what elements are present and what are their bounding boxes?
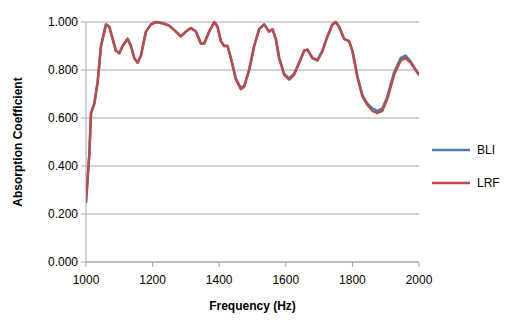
grid-line [86,166,419,167]
y-axis-title: Absorption Coefficient [11,77,25,206]
x-tick-label: 2000 [406,273,433,287]
x-tick-label: 1200 [139,273,166,287]
y-tick [81,22,86,23]
legend-swatch [432,182,470,185]
x-tick-label: 1800 [339,273,366,287]
y-tick-label: 1.000 [48,15,78,29]
x-tick [419,262,420,267]
x-tick [285,262,286,267]
y-tick [81,118,86,119]
y-tick-label: 0.000 [48,255,78,269]
x-axis-title: Frequency (Hz) [209,299,296,313]
chart: 0.000 0.200 0.400 0.600 0.800 1.000 1000 1200 14… [0,0,528,325]
grid-line [86,70,419,71]
y-axis [86,22,87,262]
line-series [86,22,419,202]
legend-label: LRF [477,176,500,190]
y-tick-label: 0.800 [48,63,78,77]
y-tick [81,214,86,215]
legend-swatch [432,149,470,152]
y-tick [81,262,86,263]
x-tick [86,262,87,267]
y-tick [81,166,86,167]
x-tick-label: 1400 [206,273,233,287]
y-tick [81,70,86,71]
x-tick-label: 1600 [272,273,299,287]
x-tick [352,262,353,267]
y-tick-label: 0.400 [48,159,78,173]
legend-label: BLI [477,143,495,157]
line-series [86,22,419,202]
y-tick-label: 0.600 [48,111,78,125]
x-axis [86,262,419,263]
grid-line [86,118,419,119]
grid-line [86,214,419,215]
grid-line [86,22,419,23]
plot-area [86,22,419,202]
x-tick [152,262,153,267]
y-tick-label: 0.200 [48,207,78,221]
x-tick-label: 1000 [73,273,100,287]
grid-line [86,262,419,263]
x-tick [219,262,220,267]
